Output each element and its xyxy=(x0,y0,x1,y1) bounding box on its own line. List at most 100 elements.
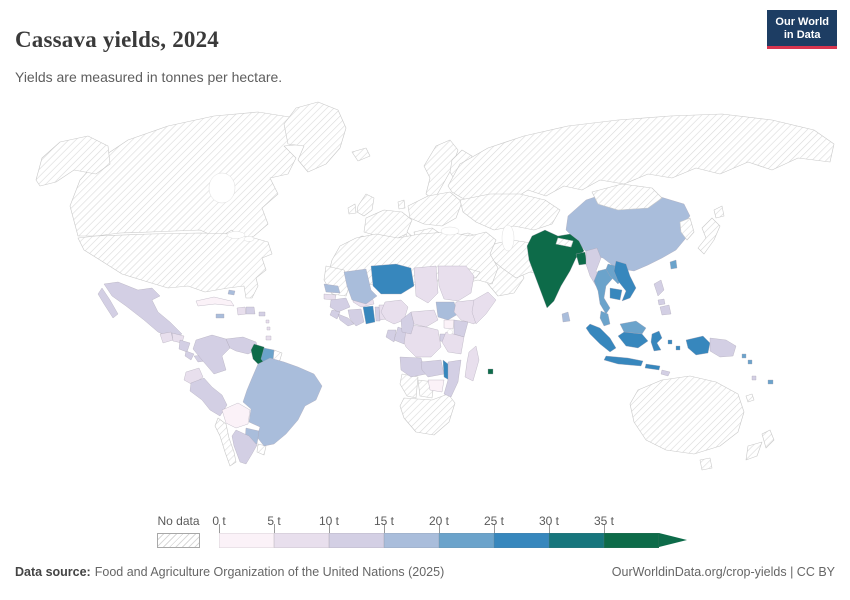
legend-cell-0-5[interactable] xyxy=(219,533,274,548)
country-sri-lanka[interactable] xyxy=(561,311,571,323)
country-guinea[interactable] xyxy=(329,297,351,313)
country-van uatu[interactable] xyxy=(751,375,757,381)
country-madagascar[interactable] xyxy=(464,345,480,382)
region-europe-uk[interactable] xyxy=(356,193,375,217)
legend-cell-5-10[interactable] xyxy=(274,533,329,548)
country-bahamas[interactable] xyxy=(227,289,236,296)
country-chile[interactable] xyxy=(214,417,237,467)
legend-cell-25-30[interactable] xyxy=(494,533,549,548)
country-costa-rica[interactable] xyxy=(184,350,195,361)
country-mexico[interactable] xyxy=(103,281,183,339)
country-iceland[interactable] xyxy=(351,147,371,162)
country-timor-leste[interactable] xyxy=(660,369,671,377)
country-new-caledonia[interactable] xyxy=(745,393,755,403)
country-brazil[interactable] xyxy=(242,357,323,447)
country-india[interactable] xyxy=(526,229,585,309)
country-indonesia-kalimantan[interactable] xyxy=(617,331,649,349)
country-sudan[interactable] xyxy=(437,265,475,302)
country-central-african-republic[interactable] xyxy=(410,309,439,328)
country-lesser-antilles-1[interactable] xyxy=(265,319,270,324)
region-europe-east[interactable] xyxy=(407,191,463,227)
country-namibia[interactable] xyxy=(399,373,419,399)
region-europe-ireland[interactable] xyxy=(347,203,357,215)
owid-url-license[interactable]: OurWorldinData.org/crop-yields | CC BY xyxy=(611,565,835,579)
country-philippines-luzon[interactable] xyxy=(653,279,665,297)
country-lesser-antilles-2[interactable] xyxy=(266,326,271,331)
country-greenland[interactable] xyxy=(283,101,347,173)
country-indonesia-sumatra[interactable] xyxy=(585,323,617,353)
country-philippines-mindanao[interactable] xyxy=(659,304,672,316)
country-indonesia-lesser-sunda[interactable] xyxy=(644,363,661,371)
country-peru[interactable] xyxy=(189,377,228,417)
country-zimbabwe[interactable] xyxy=(427,379,445,393)
country-australia-tasmania[interactable] xyxy=(699,457,713,471)
country-nepal[interactable] xyxy=(555,237,574,248)
country-liberia[interactable] xyxy=(337,313,355,327)
region-central-asia[interactable] xyxy=(459,193,561,231)
legend-cell-10-15[interactable] xyxy=(329,533,384,548)
country-united-states-alaska[interactable] xyxy=(35,135,111,187)
country-senegal[interactable] xyxy=(323,283,341,294)
country-cote-divoire[interactable] xyxy=(347,308,365,327)
region-europe-scandinavia[interactable] xyxy=(423,139,459,201)
country-indonesia-west-papua[interactable] xyxy=(685,335,711,356)
country-mali[interactable] xyxy=(343,268,378,305)
country-trinidad[interactable] xyxy=(265,335,272,341)
country-sierra-leone[interactable] xyxy=(329,309,341,320)
country-taiwan[interactable] xyxy=(669,259,678,270)
country-cambodia[interactable] xyxy=(609,287,623,301)
country-canada[interactable] xyxy=(69,111,315,243)
country-gambia-guinea-bissau[interactable] xyxy=(323,293,337,301)
country-togo[interactable] xyxy=(374,306,381,322)
legend-cell-15-20[interactable] xyxy=(384,533,439,548)
country-mexico-baja[interactable] xyxy=(97,287,119,319)
country-papua-new-guinea[interactable] xyxy=(709,337,737,358)
country-cameroon[interactable] xyxy=(400,311,415,335)
owid-logo[interactable]: Our World in Data xyxy=(767,10,837,49)
country-niger[interactable] xyxy=(370,263,415,295)
country-gabon[interactable] xyxy=(385,329,397,343)
country-uganda[interactable] xyxy=(443,319,455,330)
country-philippines-visayas[interactable] xyxy=(657,298,666,306)
no-data-swatch[interactable] xyxy=(157,533,200,548)
legend-cell-35-plus[interactable] xyxy=(604,533,659,548)
country-united-states[interactable] xyxy=(77,232,273,299)
country-haiti[interactable] xyxy=(236,306,247,316)
country-angola[interactable] xyxy=(399,356,427,378)
country-japan-hokkaido[interactable] xyxy=(713,205,725,219)
legend-cell-30-35[interactable] xyxy=(549,533,604,548)
country-mongolia[interactable] xyxy=(591,183,663,211)
country-korea[interactable] xyxy=(679,217,695,241)
country-new-zealand-south[interactable] xyxy=(745,441,763,461)
country-south-africa[interactable] xyxy=(399,393,456,436)
country-south-sudan[interactable] xyxy=(435,301,459,321)
country-australia[interactable] xyxy=(629,375,745,455)
country-mauritius[interactable] xyxy=(487,368,494,375)
country-japan[interactable] xyxy=(697,217,721,255)
country-ghana[interactable] xyxy=(362,305,376,325)
country-tanzania[interactable] xyxy=(441,331,465,355)
country-malaysia-peninsula[interactable] xyxy=(599,310,611,327)
country-bolivia[interactable] xyxy=(221,402,251,429)
country-dominican-republic[interactable] xyxy=(245,306,256,315)
region-europe-denmark[interactable] xyxy=(397,199,406,210)
country-solomon-islands-1[interactable] xyxy=(741,353,747,359)
country-chad[interactable] xyxy=(413,265,439,304)
country-somalia[interactable] xyxy=(471,291,497,325)
country-malaysia-borneo[interactable] xyxy=(619,320,647,335)
country-mozambique[interactable] xyxy=(443,359,462,398)
country-colombia[interactable] xyxy=(192,334,231,375)
country-solomon-islands-2[interactable] xyxy=(747,359,753,365)
country-indonesia-java[interactable] xyxy=(603,355,644,367)
country-indonesia-moluccas-2[interactable] xyxy=(675,345,681,351)
country-argentina[interactable] xyxy=(231,429,258,465)
country-vietnam[interactable] xyxy=(613,260,637,302)
country-jamaica[interactable] xyxy=(215,313,225,319)
country-indonesia-moluccas-1[interactable] xyxy=(667,339,673,345)
country-cuba[interactable] xyxy=(195,296,235,307)
country-zambia[interactable] xyxy=(420,359,445,378)
country-new-zealand-north[interactable] xyxy=(761,429,775,449)
country-nicaragua[interactable] xyxy=(178,339,191,353)
country-bangladesh[interactable] xyxy=(575,251,588,266)
country-fiji[interactable] xyxy=(767,379,774,385)
